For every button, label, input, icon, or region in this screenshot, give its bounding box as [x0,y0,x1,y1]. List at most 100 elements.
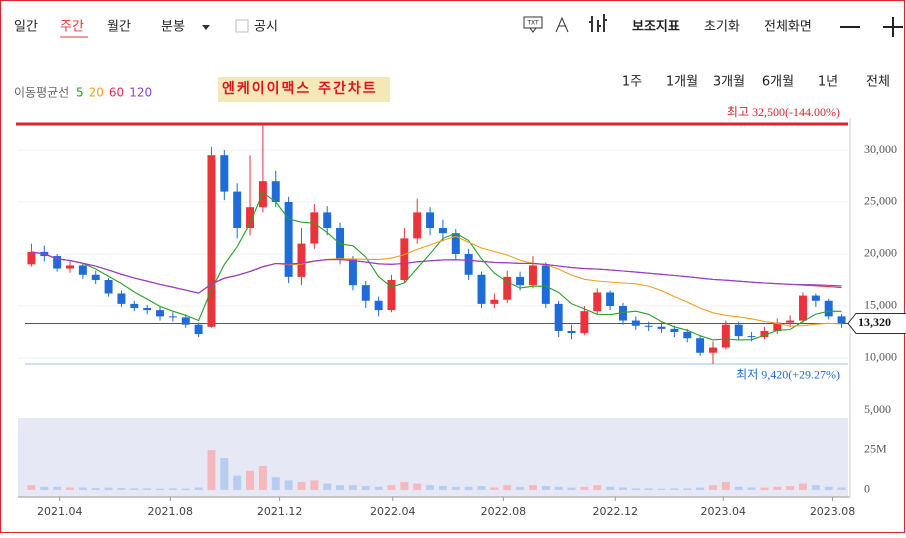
indicator-icon[interactable] [589,14,607,32]
candle-body [53,256,62,269]
checkbox[interactable] [235,19,249,33]
volume-bar [246,470,255,490]
volume-bar [593,485,602,490]
candle-body [66,265,74,269]
volume-bar [464,486,473,490]
volume-bar [631,488,640,490]
tab-weekly[interactable]: 주간 [60,20,84,35]
range-button[interactable]: 3개월 [713,75,745,90]
txt-icon[interactable]: TXT [523,16,543,33]
moving-average [31,191,842,341]
volume-bar [786,485,795,490]
volume-bar [670,488,679,490]
volume-bar [837,487,846,490]
x-tick-label: 2021.08 [148,505,194,518]
candle-body [554,303,563,331]
candle-body [516,276,525,286]
candle-body [747,336,756,338]
candle-body [644,325,653,327]
volume-bar [27,485,36,490]
candle-body [220,155,229,192]
candle-body [104,279,113,294]
volume-tick-label: 25M [864,442,887,456]
low-label: 최저 9,420(+29.27%) [736,368,840,382]
tool-reset[interactable]: 초기화 [704,20,740,35]
zoom-in[interactable] [883,17,903,37]
candle-body [670,328,679,332]
candle-body [374,300,383,311]
candle-body [567,330,576,334]
volume-bar [426,485,435,490]
candle-body [799,295,807,321]
ma-legend: 5 [76,86,84,100]
candle-body [194,324,203,335]
volume-bar [760,487,769,490]
volume-bar [78,487,87,490]
range-button[interactable]: 1개월 [666,75,698,90]
volume-bar [310,480,319,490]
candle-body [618,305,627,321]
ma-legend: 20 [89,86,104,100]
volume-bar [284,480,293,490]
volume-bar [400,481,409,490]
candle-body [207,155,216,327]
candle-body [696,338,705,353]
candle-body [168,316,177,318]
range-button[interactable]: 1주 [622,75,642,90]
tab-daily[interactable]: 일간 [14,20,38,35]
candle-body [348,259,357,286]
candle-body [117,293,126,304]
candle-body [387,279,396,311]
candle-body [143,308,152,311]
candle-body [477,274,486,304]
volume-bar [143,488,152,490]
candle-body [811,295,820,301]
volume-bar [824,486,833,490]
dropdown-arrow[interactable] [202,25,210,30]
volume-bar [503,485,512,490]
candle-body [657,326,666,329]
volume-bar [207,449,216,490]
x-tick-label: 2021.12 [257,505,303,518]
candle-body [786,320,795,323]
volume-bar [747,487,756,490]
x-tick-label: 2023.08 [810,505,856,518]
volume-tick-label: 5,000 [864,402,891,416]
candle-body [361,285,370,301]
candle-body [773,322,782,331]
volume-bar [438,485,447,490]
candle-body [528,265,537,286]
tab-minute[interactable]: 분봉 [161,20,185,35]
volume-bar [361,485,370,490]
candle-body [760,330,769,338]
volume-bar [580,486,589,490]
range-button[interactable]: 전체 [866,75,890,90]
volume-bar [477,485,486,490]
volume-bar [130,488,139,490]
volume-bar [413,483,422,490]
candle-body [284,201,293,277]
price-tag [847,312,906,334]
candle-body [130,303,139,309]
volume-bar [657,488,666,490]
tab-monthly[interactable]: 월간 [107,20,131,35]
candle-body [233,191,242,228]
volume-bar [554,486,563,490]
tool-indicators[interactable]: 보조지표 [632,20,680,35]
volume-panel [18,418,848,497]
volume-bar [233,475,242,490]
disclosure-label[interactable]: 공시 [254,20,278,35]
draw-icon[interactable] [555,16,569,33]
candle-body [413,212,422,239]
range-button[interactable]: 6개월 [762,75,794,90]
candle-body [27,251,36,265]
volume-bar [91,488,100,490]
high-label: 최고 32,500(-144.00%) [727,105,840,119]
range-button[interactable]: 1년 [818,75,838,90]
volume-tick-label: 0 [864,482,870,496]
tool-fullscreen[interactable]: 전체화면 [764,20,812,35]
volume-bar [618,487,627,490]
x-tick-label: 2022.12 [592,505,638,518]
volume-bar [721,481,730,490]
